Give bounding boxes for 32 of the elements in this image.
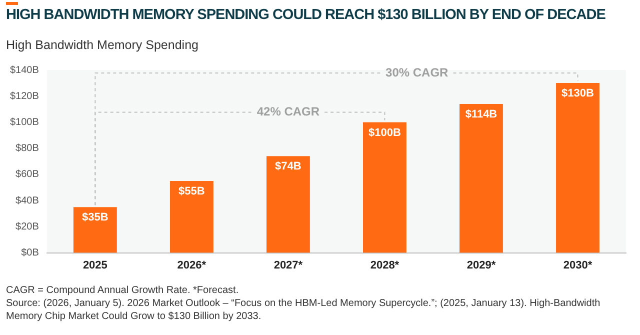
source-note: Source: (2026, January 5). 2026 Market Outlook – “Focus on the HBM-Led Memory Supercycle.”; (2025, January 13). High-Bandwidth Memory Chip Market Could Grow to $130 Billion by 2033. <box>6 297 602 323</box>
y-tick-label: $0B <box>21 248 40 259</box>
bar <box>460 104 503 253</box>
bar <box>556 83 600 253</box>
annotation: 42% CAGR <box>256 104 320 119</box>
bar <box>266 156 310 253</box>
x-tick-label: 2029* <box>466 259 496 272</box>
data-label: $130B <box>562 88 594 100</box>
y-tick-label: $100B <box>10 116 40 128</box>
bar <box>73 207 117 253</box>
data-label: $55B <box>178 186 205 198</box>
y-tick-label: $80B <box>16 143 40 154</box>
y-tick-label: $140B <box>10 64 40 76</box>
data-label: $100B <box>368 126 401 139</box>
y-tick-label: $20B <box>16 221 40 232</box>
bar <box>363 122 406 253</box>
x-tick-label: 2026* <box>177 259 207 272</box>
chart-subtitle: High Bandwidth Memory Spending <box>6 38 198 52</box>
data-label: $114B <box>465 108 498 120</box>
data-label: $74B <box>275 160 302 173</box>
text: CAGR = Compound Annual Growth Rate. *Forecast. <box>6 284 240 297</box>
y-tick-label: $60B <box>16 169 40 180</box>
y-tick-label: $120B <box>10 90 40 102</box>
annotation: 30% CAGR <box>386 65 449 80</box>
x-tick-label: 2028* <box>370 259 400 272</box>
chart-title: HIGH BANDWIDTH MEMORY SPENDING COULD REACH $130 BILLION BY END OF DECADE <box>6 7 606 23</box>
bar <box>170 180 214 253</box>
x-tick-label: 2030* <box>563 259 593 272</box>
data-label: $35B <box>82 212 108 224</box>
y-tick-label: $40B <box>16 195 40 206</box>
x-tick-label: 2027* <box>274 259 304 272</box>
x-tick-label: 2025 <box>82 259 108 272</box>
